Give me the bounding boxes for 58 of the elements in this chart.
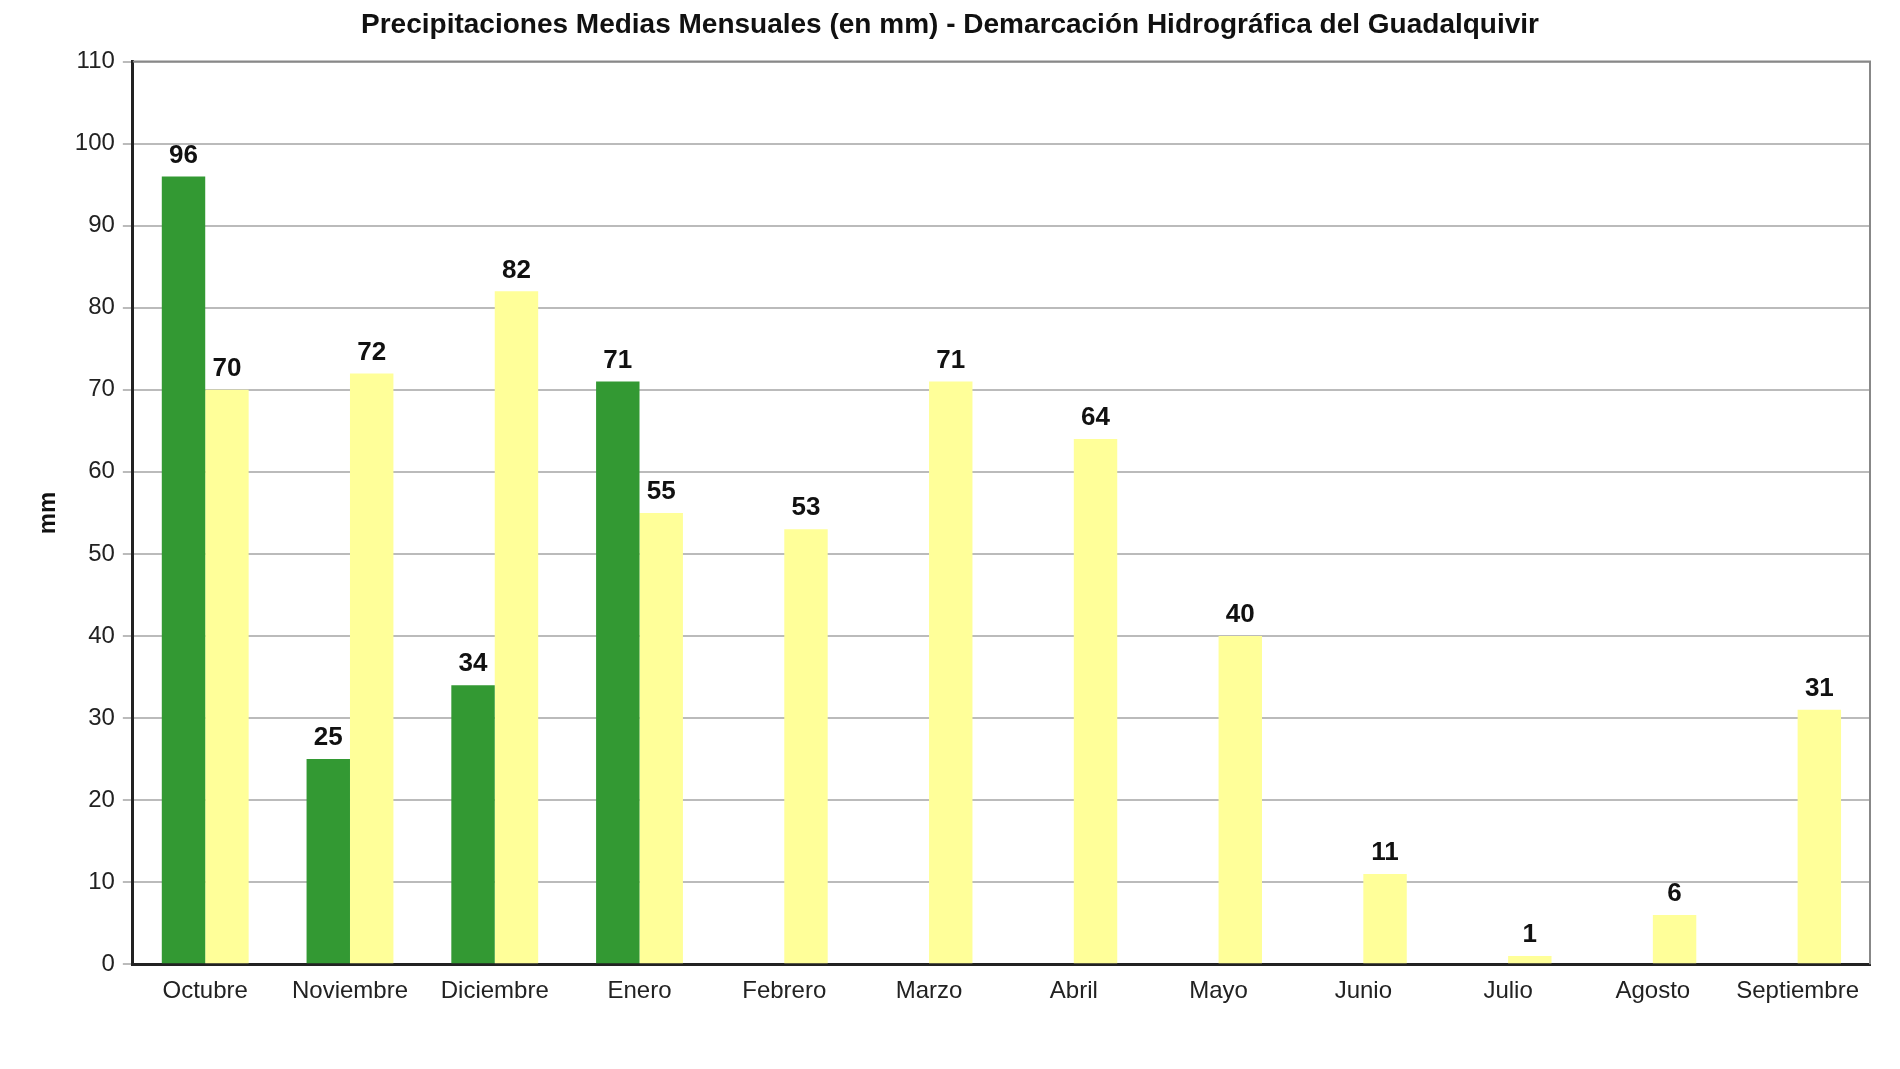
y-axis-title: mm — [33, 491, 61, 535]
chart-title: Precipitaciones Medias Mensuales (en mm) - Demarcación Hidrográfica del Guadalquivir — [361, 7, 1540, 39]
data-label: 34 — [458, 647, 489, 678]
x-tick-label: Diciembre — [440, 976, 549, 1004]
bar — [1363, 873, 1407, 964]
bar — [1797, 709, 1842, 964]
y-tick-label: 80 — [88, 292, 115, 320]
y-tick-label: 10 — [88, 866, 115, 894]
y-tick-label: 100 — [74, 128, 115, 156]
bar — [1652, 914, 1697, 964]
bar — [161, 176, 206, 964]
data-label: 96 — [169, 138, 198, 169]
data-label: 82 — [502, 253, 531, 284]
y-tick-label: 60 — [88, 456, 115, 484]
data-label: 72 — [357, 335, 387, 366]
x-tick-label: Julio — [1483, 976, 1533, 1004]
y-tick-label: 50 — [88, 538, 115, 566]
x-tick-label: Septiembre — [1736, 976, 1859, 1004]
data-label: 1 — [1522, 918, 1538, 949]
x-tick-label: Enero — [607, 976, 672, 1004]
data-label: 71 — [603, 343, 633, 374]
bar — [639, 512, 683, 964]
x-tick-label: Abril — [1049, 976, 1098, 1004]
bar — [494, 291, 539, 964]
bar — [205, 389, 249, 964]
bar — [596, 381, 640, 964]
y-tick-label: 30 — [88, 702, 115, 730]
data-label: 6 — [1667, 877, 1682, 908]
x-tick-label: Febrero — [742, 976, 827, 1004]
data-label: 70 — [212, 351, 242, 382]
bar — [1508, 956, 1552, 964]
data-label: 64 — [1081, 401, 1111, 432]
bar — [451, 685, 495, 964]
x-tick-label: Mayo — [1189, 976, 1248, 1004]
x-tick-label: Noviembre — [291, 976, 409, 1004]
data-label: 25 — [313, 721, 343, 752]
y-tick-label: 90 — [88, 210, 115, 238]
bar — [349, 373, 394, 964]
x-tick-label: Junio — [1334, 976, 1393, 1004]
y-tick-label: 110 — [76, 46, 115, 74]
x-tick-label: Octubre — [162, 976, 248, 1004]
data-label: 40 — [1225, 598, 1255, 629]
data-label: 71 — [936, 343, 966, 374]
y-tick-label: 70 — [88, 374, 115, 402]
bar — [1073, 439, 1118, 964]
data-label: 53 — [791, 491, 821, 522]
x-tick-label: Agosto — [1615, 976, 1691, 1004]
y-tick-label: 20 — [88, 784, 115, 812]
y-tick-label: 0 — [101, 948, 115, 976]
bar — [784, 529, 828, 964]
data-label: 11 — [1371, 836, 1399, 867]
y-tick-label: 40 — [88, 620, 115, 648]
data-label: 55 — [646, 475, 676, 506]
data-label: 31 — [1804, 672, 1834, 702]
bar — [929, 381, 973, 964]
bar — [306, 759, 350, 964]
x-tick-label: Marzo — [895, 976, 963, 1004]
bar — [1218, 635, 1262, 964]
